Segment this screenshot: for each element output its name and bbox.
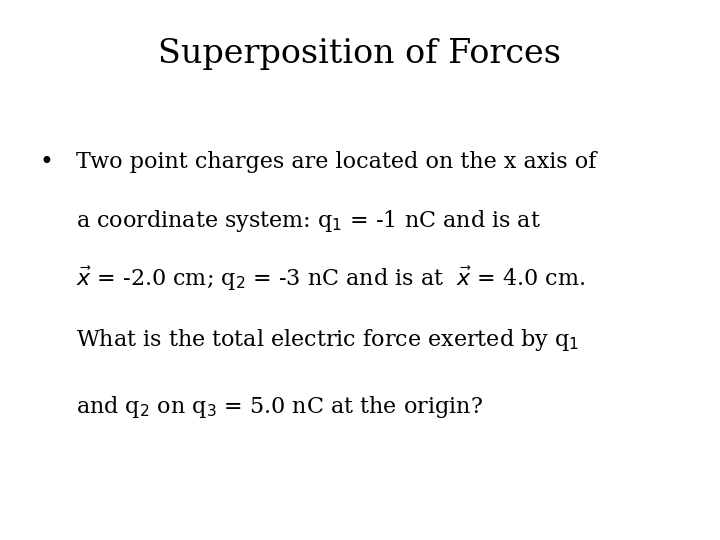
Text: Superposition of Forces: Superposition of Forces bbox=[158, 38, 562, 70]
Text: •: • bbox=[40, 151, 53, 174]
Text: $\vec{x}$ = -2.0 cm; q$_2$ = -3 nC and is at  $\vec{x}$ = 4.0 cm.: $\vec{x}$ = -2.0 cm; q$_2$ = -3 nC and i… bbox=[76, 265, 585, 293]
Text: and q$_2$ on q$_3$ = 5.0 nC at the origin?: and q$_2$ on q$_3$ = 5.0 nC at the origi… bbox=[76, 394, 482, 420]
Text: Two point charges are located on the x axis of: Two point charges are located on the x a… bbox=[76, 151, 596, 173]
Text: What is the total electric force exerted by q$_1$: What is the total electric force exerted… bbox=[76, 327, 579, 353]
Text: a coordinate system: q$_1$ = -1 nC and is at: a coordinate system: q$_1$ = -1 nC and i… bbox=[76, 208, 541, 234]
